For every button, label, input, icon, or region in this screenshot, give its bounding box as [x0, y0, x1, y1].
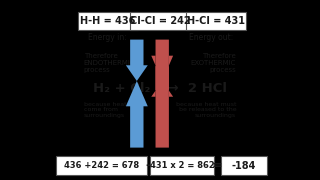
Text: 436 +242 = 678: 436 +242 = 678 — [64, 161, 139, 170]
Text: H-Cl = 431: H-Cl = 431 — [187, 16, 245, 26]
Text: H₂ + Cl₂  ⟶  2 HCl: H₂ + Cl₂ ⟶ 2 HCl — [93, 82, 227, 95]
Text: Energy in:: Energy in: — [88, 33, 127, 42]
Polygon shape — [151, 40, 173, 97]
Text: Therefore
EXOTHERMIC
process: Therefore EXOTHERMIC process — [191, 53, 236, 73]
Text: Energy out:: Energy out: — [188, 33, 233, 42]
Text: 431 x 2 = 862: 431 x 2 = 862 — [150, 161, 214, 170]
FancyBboxPatch shape — [130, 12, 190, 30]
Text: Cl-Cl = 242: Cl-Cl = 242 — [130, 16, 190, 26]
FancyBboxPatch shape — [221, 156, 267, 175]
Text: Therefore
ENDOTHERMIC
process: Therefore ENDOTHERMIC process — [84, 53, 135, 73]
Polygon shape — [126, 40, 148, 81]
Polygon shape — [151, 56, 173, 148]
FancyBboxPatch shape — [56, 156, 147, 175]
Text: H-H = 436: H-H = 436 — [80, 16, 136, 26]
Text: -184: -184 — [232, 161, 256, 171]
FancyBboxPatch shape — [78, 12, 138, 30]
Text: because heat must
come from
surroundings: because heat must come from surroundings — [84, 102, 144, 118]
FancyBboxPatch shape — [187, 12, 246, 30]
Text: because heat must
be released to the
surroundings: because heat must be released to the sur… — [176, 102, 236, 118]
Text: -: - — [145, 159, 150, 172]
Polygon shape — [126, 81, 148, 148]
Text: =: = — [212, 159, 223, 172]
FancyBboxPatch shape — [150, 156, 214, 175]
